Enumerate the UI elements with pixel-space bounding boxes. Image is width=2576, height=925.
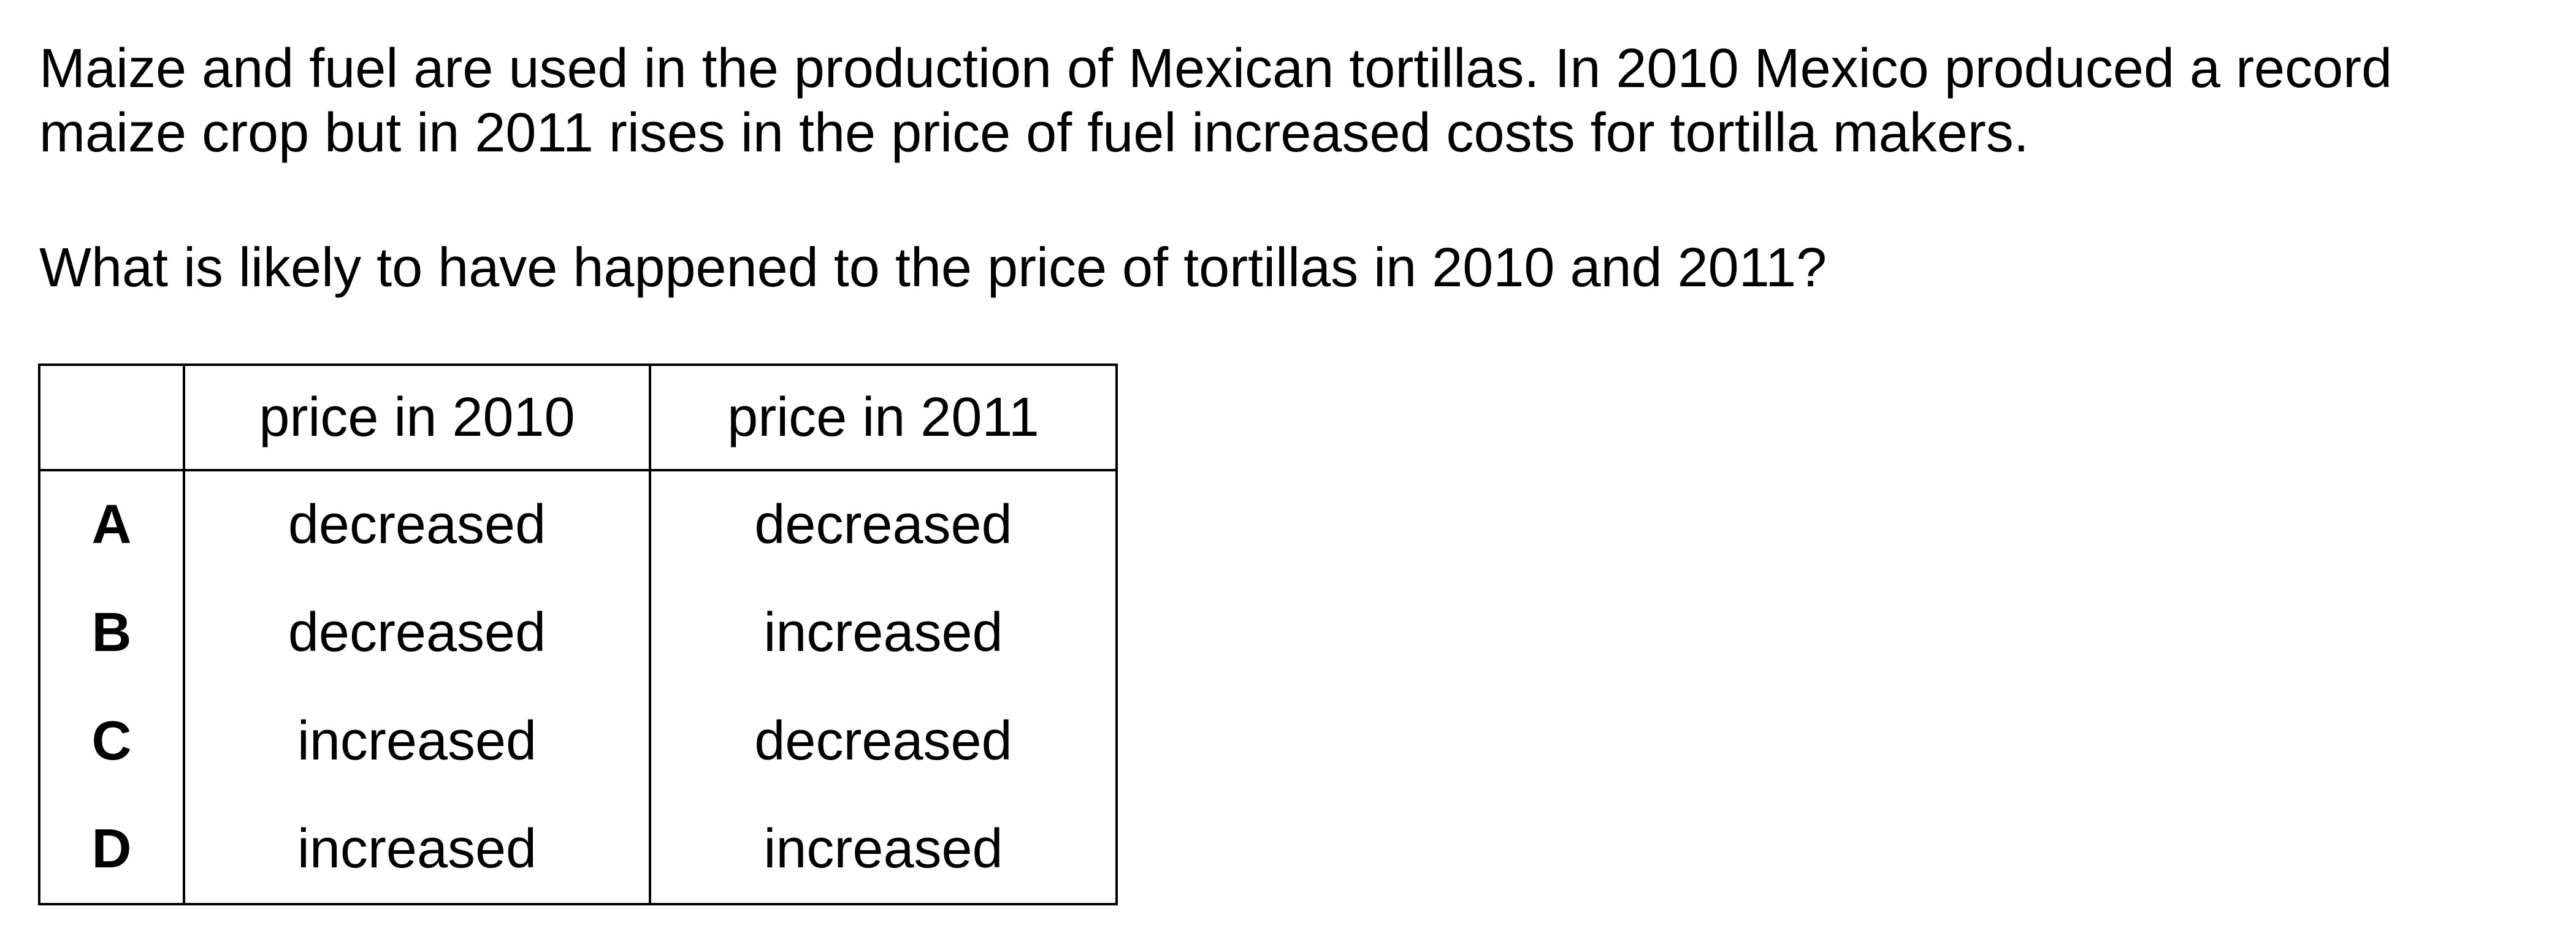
question-prompt: What is likely to have happened to the p… — [39, 237, 1827, 299]
option-price-2010: decreased — [183, 579, 651, 687]
header-price-2011: price in 2011 — [649, 364, 1118, 471]
option-row-c: C increased decreased — [38, 687, 1118, 796]
option-letter: D — [38, 796, 185, 905]
header-price-2010: price in 2010 — [183, 364, 651, 471]
option-price-2011: decreased — [649, 470, 1118, 579]
option-price-2010: decreased — [183, 470, 651, 579]
option-price-2011: increased — [649, 579, 1118, 687]
question-stem-line-2: maize crop but in 2011 rises in the pric… — [39, 102, 2029, 164]
option-price-2010: increased — [183, 687, 651, 796]
question-stem-line-1: Maize and fuel are used in the productio… — [39, 38, 2393, 99]
question-stem: Maize and fuel are used in the productio… — [39, 37, 2392, 166]
option-letter: C — [38, 687, 185, 796]
option-price-2011: increased — [649, 796, 1118, 905]
option-letter: B — [38, 579, 185, 687]
option-price-2010: increased — [183, 796, 651, 905]
option-price-2011: decreased — [649, 687, 1118, 796]
option-row-a: A decreased decreased — [38, 470, 1118, 579]
header-cell-empty — [38, 364, 185, 471]
table-header-row: price in 2010 price in 2011 — [38, 364, 1118, 471]
option-row-d: D increased increased — [38, 796, 1118, 905]
answer-options-table: price in 2010 price in 2011 A decreased … — [38, 364, 1118, 905]
option-row-b: B decreased increased — [38, 579, 1118, 687]
option-letter: A — [38, 470, 185, 579]
